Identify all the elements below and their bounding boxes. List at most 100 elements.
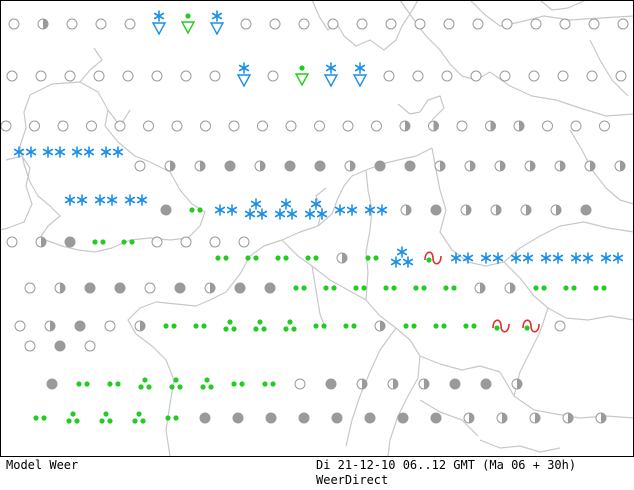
clear-icon xyxy=(285,120,297,132)
rain-icon xyxy=(413,285,427,291)
clear-icon xyxy=(327,18,339,30)
cloudy-icon xyxy=(54,340,66,352)
heavy-rain-icon xyxy=(283,319,297,332)
partly-cloudy-icon xyxy=(511,378,523,390)
cloudy-icon xyxy=(174,282,186,294)
snow-icon xyxy=(600,252,624,264)
rain-icon xyxy=(533,285,547,291)
clear-icon xyxy=(294,378,306,390)
clear-icon xyxy=(456,120,468,132)
freezing-rain-icon xyxy=(492,319,510,333)
weather-symbols xyxy=(0,10,629,424)
rain-shower-icon xyxy=(180,13,196,35)
clear-icon xyxy=(314,120,325,132)
rain-icon xyxy=(189,207,203,213)
partly-cloudy-icon xyxy=(54,282,66,294)
heavy-rain-icon xyxy=(132,411,146,424)
clear-icon xyxy=(559,18,571,30)
snow-icon xyxy=(100,146,124,158)
clear-icon xyxy=(542,120,553,132)
partly-cloudy-icon xyxy=(400,204,412,216)
cloudy-icon xyxy=(364,412,376,424)
heavy-rain-icon xyxy=(66,411,80,424)
cloudy-icon xyxy=(160,204,172,216)
cloudy-icon xyxy=(430,412,442,424)
rain-icon xyxy=(365,255,379,261)
heavy-rain-icon xyxy=(200,377,214,390)
rain-icon xyxy=(463,323,477,329)
snow-icon xyxy=(71,146,95,158)
rain-icon xyxy=(323,285,337,291)
rain-icon xyxy=(353,285,367,291)
clear-icon xyxy=(615,70,627,82)
clear-icon xyxy=(383,70,395,82)
partly-cloudy-icon xyxy=(490,204,502,216)
snow-icon xyxy=(42,146,66,158)
snow-icon xyxy=(570,252,594,264)
rain-icon xyxy=(33,415,47,421)
partly-cloudy-icon xyxy=(485,120,496,132)
rain-icon xyxy=(215,255,229,261)
clear-icon xyxy=(267,70,279,82)
clear-icon xyxy=(8,18,20,30)
clear-icon xyxy=(599,120,610,132)
clear-icon xyxy=(441,70,453,82)
partly-cloudy-icon xyxy=(428,120,439,132)
snow-shower-icon xyxy=(236,62,252,88)
heavy-rain-icon xyxy=(253,319,267,332)
clear-icon xyxy=(144,282,156,294)
partly-cloudy-icon xyxy=(134,320,146,332)
clear-icon xyxy=(84,340,96,352)
partly-cloudy-icon xyxy=(562,412,574,424)
clear-icon xyxy=(617,18,629,30)
partly-cloudy-icon xyxy=(504,282,516,294)
rain-shower-icon xyxy=(294,65,310,87)
partly-cloudy-icon xyxy=(595,412,607,424)
clear-icon xyxy=(298,18,310,30)
clear-icon xyxy=(470,70,482,82)
cloudy-icon xyxy=(265,412,277,424)
partly-cloudy-icon xyxy=(494,160,506,172)
cloudy-icon xyxy=(232,412,244,424)
partly-cloudy-icon xyxy=(164,160,176,172)
clear-icon xyxy=(342,120,354,132)
clear-icon xyxy=(586,70,598,82)
clear-icon xyxy=(499,70,511,82)
partly-cloudy-icon xyxy=(496,412,508,424)
clear-icon xyxy=(200,120,211,132)
clear-icon xyxy=(356,18,368,30)
partly-cloudy-icon xyxy=(204,282,216,294)
clear-icon xyxy=(385,18,397,30)
clear-icon xyxy=(209,70,221,82)
cloudy-icon xyxy=(449,378,461,390)
clear-icon xyxy=(530,18,542,30)
partly-cloudy-icon xyxy=(387,378,399,390)
clear-icon xyxy=(443,18,455,30)
partly-cloudy-icon xyxy=(460,204,472,216)
snow-icon xyxy=(124,194,148,206)
partly-cloudy-icon xyxy=(336,252,348,264)
clear-icon xyxy=(228,120,240,132)
partly-cloudy-icon xyxy=(37,18,49,30)
cloudy-icon xyxy=(430,204,442,216)
clear-icon xyxy=(143,120,154,132)
map-frame xyxy=(0,0,634,457)
rain-icon xyxy=(76,381,90,387)
partly-cloudy-icon xyxy=(513,120,525,132)
partly-cloudy-icon xyxy=(44,320,56,332)
clear-icon xyxy=(122,70,134,82)
clear-icon xyxy=(35,70,47,82)
cloudy-icon xyxy=(397,412,409,424)
partly-cloudy-icon xyxy=(399,120,411,132)
heavy-snow-icon xyxy=(274,198,298,220)
clear-icon xyxy=(528,70,540,82)
clear-icon xyxy=(64,70,76,82)
clear-icon xyxy=(6,70,18,82)
partly-cloudy-icon xyxy=(474,282,486,294)
rain-icon xyxy=(313,323,327,329)
snow-shower-icon xyxy=(352,62,368,88)
partly-cloudy-icon xyxy=(344,160,356,172)
clear-icon xyxy=(134,160,146,172)
rain-icon xyxy=(443,285,457,291)
